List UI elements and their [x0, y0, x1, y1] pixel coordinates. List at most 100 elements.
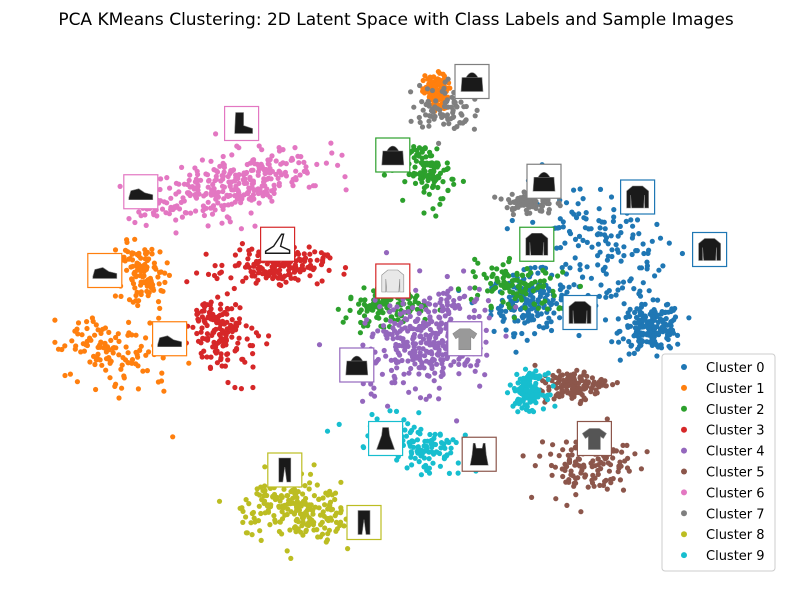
data-point — [448, 362, 454, 368]
data-point — [295, 489, 301, 495]
data-point — [429, 449, 435, 455]
data-point — [341, 523, 347, 529]
data-point — [333, 510, 340, 516]
data-point — [500, 313, 506, 319]
data-point — [640, 241, 646, 247]
data-point — [431, 165, 437, 171]
data-point — [405, 421, 411, 427]
data-point — [281, 486, 287, 492]
data-point — [243, 323, 249, 329]
data-point — [418, 303, 424, 310]
data-point — [503, 333, 509, 339]
data-point — [419, 179, 425, 185]
data-point — [472, 368, 478, 374]
data-point — [497, 310, 503, 316]
data-point — [93, 322, 99, 328]
data-point — [462, 362, 468, 368]
data-point — [133, 332, 139, 338]
data-point — [577, 186, 583, 192]
data-point — [224, 326, 230, 332]
data-point — [598, 231, 604, 237]
data-point — [632, 451, 638, 457]
data-point — [296, 507, 302, 513]
data-point — [560, 284, 566, 290]
data-point — [250, 384, 256, 391]
data-point — [299, 265, 305, 271]
data-point — [170, 434, 176, 440]
data-point — [434, 351, 440, 357]
data-point — [345, 546, 351, 552]
data-point — [435, 331, 441, 337]
data-point — [361, 444, 367, 451]
data-point — [295, 153, 301, 159]
data-point — [442, 445, 448, 451]
data-point — [426, 191, 432, 197]
data-point — [118, 293, 124, 299]
thumbnail-frame — [260, 226, 296, 262]
data-point — [544, 306, 551, 312]
data-point — [173, 191, 179, 197]
data-point — [430, 206, 436, 212]
data-point — [266, 271, 272, 277]
data-point — [327, 515, 334, 521]
data-point — [417, 170, 423, 176]
data-point — [240, 278, 246, 284]
data-point — [457, 295, 463, 301]
data-point — [216, 498, 223, 504]
series-2 — [335, 139, 584, 336]
data-point — [292, 275, 298, 281]
data-point — [227, 192, 233, 199]
data-point — [357, 330, 363, 336]
data-point — [432, 345, 438, 351]
data-point — [609, 339, 615, 345]
data-point — [611, 214, 617, 220]
data-point — [663, 302, 670, 308]
data-point — [134, 260, 140, 266]
data-point — [393, 347, 399, 353]
data-point — [374, 416, 380, 422]
data-point — [416, 153, 422, 159]
data-point — [613, 242, 619, 248]
data-point — [679, 250, 686, 257]
data-point — [267, 170, 273, 176]
data-point — [550, 383, 556, 389]
data-point — [556, 306, 562, 312]
data-point — [666, 240, 672, 246]
data-point — [112, 383, 118, 389]
data-point — [278, 282, 284, 288]
data-point — [554, 245, 560, 251]
data-point — [488, 303, 494, 309]
data-point — [210, 181, 216, 188]
legend-marker — [681, 468, 687, 475]
data-point — [559, 466, 565, 472]
data-point — [407, 313, 413, 319]
data-point — [576, 332, 582, 339]
data-point — [470, 269, 476, 275]
data-point — [224, 319, 230, 325]
data-point — [106, 329, 112, 335]
data-point — [524, 266, 530, 272]
data-point — [286, 267, 292, 273]
sample-image-thumbnail — [454, 63, 490, 100]
data-point — [278, 161, 284, 167]
data-point — [401, 371, 407, 377]
data-point — [494, 266, 500, 272]
data-point — [636, 231, 642, 237]
shirt-icon — [381, 269, 405, 293]
data-point — [283, 161, 289, 167]
data-point — [532, 383, 538, 389]
data-point — [482, 307, 488, 313]
data-point — [72, 346, 78, 352]
data-point — [412, 348, 418, 354]
legend-label: Cluster 4 — [706, 445, 765, 460]
data-point — [485, 298, 491, 304]
data-point — [227, 171, 233, 177]
data-point — [529, 398, 535, 404]
data-point — [242, 176, 248, 182]
data-point — [410, 352, 416, 358]
data-point — [600, 461, 606, 467]
data-point — [609, 247, 615, 253]
data-point — [383, 317, 389, 323]
data-point — [428, 342, 435, 348]
sample-image-thumbnail — [691, 231, 728, 268]
